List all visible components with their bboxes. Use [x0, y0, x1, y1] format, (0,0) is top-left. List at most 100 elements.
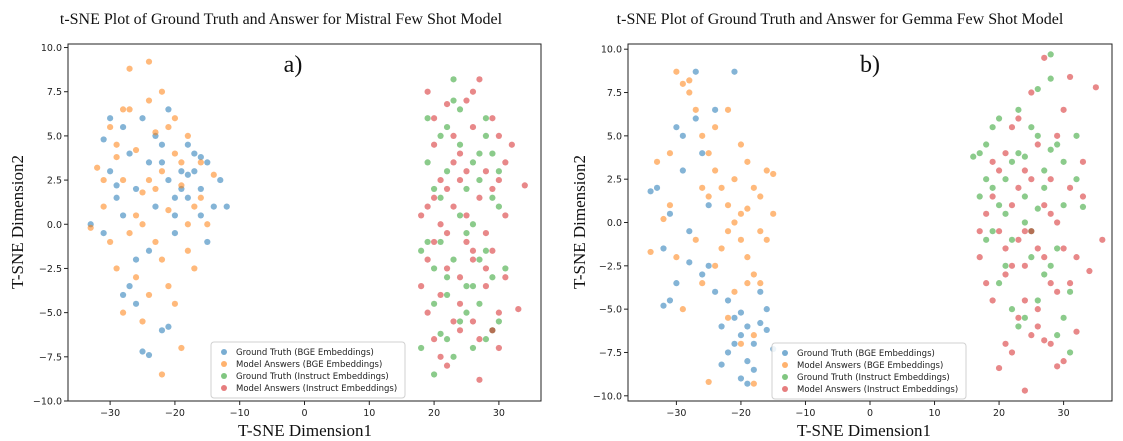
scatter-point-series-1 [679, 80, 686, 87]
scatter-point-series-1 [165, 207, 172, 214]
y-tick-label: −2.5 [599, 261, 622, 272]
scatter-point-series-1 [666, 202, 674, 209]
scatter-point-series-2 [463, 185, 470, 193]
scatter-point-series-0 [139, 348, 146, 355]
scatter-point-series-1 [744, 205, 751, 212]
scatter-point-series-2 [1079, 203, 1087, 211]
scatter-point-series-0 [705, 202, 712, 209]
scatter-point-series-1 [731, 288, 738, 295]
scatter-point-series-1 [158, 168, 166, 175]
y-tick-label: 10.0 [41, 43, 62, 54]
scatter-point-series-0 [165, 323, 172, 330]
scatter-point-series-3 [443, 185, 451, 193]
scatter-point-series-2 [1021, 153, 1028, 160]
scatter-point-series-1 [705, 193, 712, 200]
scatter-point-series-3 [502, 274, 509, 281]
scatter-point-series-0 [699, 271, 706, 278]
legend-label: Ground Truth (Instruct Embeddings) [797, 373, 950, 383]
scatter-point-series-2 [430, 185, 438, 193]
scatter-point-series-1 [763, 167, 770, 174]
scatter-point-series-0 [757, 288, 764, 295]
scatter-point-series-3 [1060, 106, 1067, 113]
scatter-point-series-0 [113, 182, 120, 189]
scatter-point-series-2 [456, 212, 464, 219]
scatter-point-series-0 [197, 154, 204, 161]
scatter-point-series-0 [165, 106, 172, 113]
panel-label: b) [860, 52, 880, 78]
legend-box [210, 341, 406, 399]
scatter-point-series-2 [463, 230, 470, 237]
scatter-point-series-3 [521, 182, 528, 189]
scatter-point-series-0 [119, 123, 127, 131]
legend-label: Model Answers (BGE Embeddings) [797, 361, 943, 371]
scatter-point-series-0 [191, 168, 198, 175]
scatter-point-series-0 [184, 171, 191, 178]
scatter-point-series-0 [171, 230, 179, 237]
scatter-point-series-3 [469, 318, 477, 325]
scatter-point-series-3 [976, 228, 983, 235]
scatter-point-series-2 [476, 150, 483, 157]
scatter-point-series-1 [107, 123, 114, 131]
scatter-point-series-3 [1054, 219, 1061, 226]
scatter-point-series-3 [476, 336, 483, 343]
scatter-point-series-0 [132, 300, 140, 307]
scatter-point-series-3 [469, 247, 477, 254]
scatter-point-series-2 [495, 203, 502, 210]
scatter-point-series-2 [430, 265, 438, 272]
scatter-points [87, 58, 528, 383]
scatter-point-series-2 [983, 176, 990, 183]
scatter-point-series-2 [456, 141, 464, 148]
scatter-point-series-0 [132, 185, 140, 193]
scatter-point-series-2 [1008, 306, 1016, 313]
scatter-point-series-2 [1015, 106, 1022, 113]
scatter-point-series-3 [1008, 124, 1016, 131]
legend: Ground Truth (BGE Embeddings) Model Answe… [210, 341, 406, 399]
scatter-point-series-1 [184, 247, 191, 254]
scatter-point-series-2 [1047, 262, 1054, 269]
scatter-point-series-2 [489, 274, 496, 281]
scatter-point-series-3 [489, 185, 496, 193]
scatter-point-series-3 [456, 150, 464, 157]
scatter-point-series-3 [1073, 254, 1080, 261]
scatter-point-series-1 [679, 306, 686, 313]
scatter-point-series-1 [737, 210, 745, 217]
scatter-point-series-2 [1034, 297, 1041, 304]
scatter-point-series-3 [437, 291, 444, 299]
scatter-point-series-1 [673, 254, 680, 261]
scatter-point-series-1 [737, 236, 745, 243]
x-tick-label: 10 [363, 408, 375, 419]
x-tick-label: −30 [100, 408, 120, 419]
scatter-point-series-2 [469, 344, 477, 352]
scatter-point-series-1 [712, 167, 719, 174]
scatter-point-series-0 [660, 302, 667, 309]
scatter-point-series-1 [178, 159, 185, 166]
scatter-point-series-3 [476, 76, 483, 83]
scatter-point-series-1 [139, 221, 146, 228]
scatter-point-series-0 [731, 340, 738, 347]
scatter-point-series-3 [1015, 314, 1022, 321]
scatter-point-series-0 [132, 256, 140, 263]
y-tick-label: −2.5 [39, 264, 62, 275]
scatter-point-series-1 [165, 283, 172, 290]
y-tick-label: 7.5 [607, 88, 622, 99]
scatter-point-series-1 [737, 141, 745, 148]
scatter-point-series-1 [107, 238, 114, 246]
scatter-point-series-3 [437, 176, 444, 184]
scatter-point-series-3 [424, 309, 431, 316]
scatter-point-series-0 [126, 283, 133, 290]
scatter-point-series-3 [1015, 184, 1022, 191]
scatter-point-series-0 [692, 115, 699, 122]
y-tick-label: 2.5 [607, 175, 622, 186]
scatter-point-series-2 [463, 309, 470, 316]
scatter-point-series-3 [502, 212, 509, 219]
scatter-point-series-3 [1002, 340, 1009, 347]
scatter-point-series-1 [699, 280, 706, 287]
scatter-point-series-2 [1054, 141, 1061, 148]
scatter-point-series-3 [450, 318, 457, 325]
scatter-point-series-0 [100, 230, 107, 237]
legend-marker [221, 361, 227, 367]
scatter-point-series-3 [418, 283, 425, 290]
scatter-point-series-1 [757, 193, 764, 200]
scatter-point-series-2 [482, 115, 490, 122]
scatter-point-series-0 [210, 203, 217, 210]
